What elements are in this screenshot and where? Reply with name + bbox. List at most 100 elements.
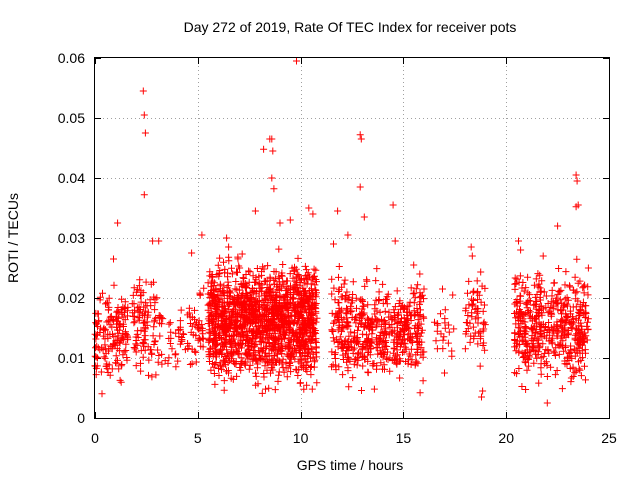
data-point <box>122 331 130 339</box>
data-point <box>572 347 580 355</box>
data-point <box>335 263 343 270</box>
data-point <box>242 328 250 335</box>
data-point <box>311 356 319 364</box>
data-point <box>218 311 225 319</box>
data-point <box>350 360 358 368</box>
y-tick-label: 0.02 <box>58 290 85 306</box>
data-point <box>224 367 232 374</box>
data-point <box>195 334 203 342</box>
data-point <box>218 349 226 357</box>
data-point <box>232 278 240 285</box>
data-point <box>308 385 316 393</box>
data-point <box>531 300 539 308</box>
data-point <box>364 357 372 365</box>
data-point <box>139 289 147 297</box>
data-point <box>159 315 167 323</box>
data-point <box>252 278 259 286</box>
data-point <box>307 293 315 301</box>
data-point <box>370 360 378 367</box>
data-point <box>200 284 208 292</box>
data-point <box>407 284 415 292</box>
data-point <box>310 317 318 325</box>
data-point <box>242 271 250 278</box>
data-point <box>130 344 138 351</box>
x-tick-label: 20 <box>498 430 514 446</box>
data-point <box>394 351 402 359</box>
data-point <box>269 147 277 155</box>
data-point <box>539 340 547 348</box>
data-point <box>336 333 344 341</box>
data-point <box>567 342 575 350</box>
data-point <box>364 368 372 376</box>
data-point <box>117 336 125 344</box>
data-point <box>567 378 575 386</box>
data-point <box>358 309 365 317</box>
data-point <box>268 174 276 182</box>
data-point <box>517 308 525 316</box>
data-point <box>519 279 527 286</box>
data-point <box>550 279 558 287</box>
data-point <box>465 301 473 309</box>
data-point <box>515 324 523 332</box>
data-point <box>154 358 162 366</box>
data-point <box>381 307 389 315</box>
data-point <box>116 339 124 347</box>
data-point <box>253 265 261 272</box>
data-point <box>238 250 246 258</box>
data-point <box>420 348 428 356</box>
data-point <box>375 297 383 305</box>
data-point <box>393 340 401 348</box>
data-point <box>243 290 251 297</box>
data-point <box>312 344 320 352</box>
data-point <box>394 311 402 319</box>
data-point <box>399 349 406 356</box>
data-point <box>511 343 518 351</box>
data-point <box>356 350 364 358</box>
data-point <box>406 352 414 360</box>
data-point <box>252 372 260 380</box>
data-point <box>377 359 385 367</box>
data-point <box>571 273 579 281</box>
data-point <box>191 347 199 355</box>
data-point <box>240 305 248 313</box>
data-point <box>191 306 198 314</box>
data-point <box>525 312 533 320</box>
data-point <box>139 87 147 95</box>
data-point <box>193 319 200 327</box>
data-point <box>382 355 390 363</box>
data-point <box>462 304 470 312</box>
data-point <box>233 347 240 355</box>
data-point <box>302 266 310 274</box>
data-point <box>465 277 473 285</box>
data-point <box>296 379 304 387</box>
data-point <box>534 341 542 349</box>
data-point <box>582 376 589 384</box>
data-point <box>420 295 427 303</box>
data-point <box>123 332 131 340</box>
data-point <box>338 328 345 336</box>
y-axis-label: ROTI / TECUs <box>5 193 21 283</box>
data-point <box>531 322 539 330</box>
data-point <box>236 264 244 272</box>
data-point <box>299 284 307 292</box>
data-point <box>554 222 562 230</box>
data-point <box>330 319 338 327</box>
data-point <box>514 330 522 338</box>
data-point <box>391 303 399 311</box>
data-point <box>513 275 521 283</box>
data-point <box>166 319 174 327</box>
data-point <box>533 354 541 362</box>
data-point <box>245 345 253 353</box>
data-point <box>396 343 404 351</box>
data-point <box>246 268 254 276</box>
data-point <box>306 324 314 332</box>
data-point <box>557 321 565 329</box>
data-point <box>416 293 424 301</box>
data-point <box>548 286 556 294</box>
data-point <box>115 365 123 373</box>
data-point <box>134 286 142 294</box>
data-point <box>375 335 383 343</box>
data-point <box>564 331 572 339</box>
data-point <box>295 358 303 366</box>
data-point <box>115 320 123 328</box>
